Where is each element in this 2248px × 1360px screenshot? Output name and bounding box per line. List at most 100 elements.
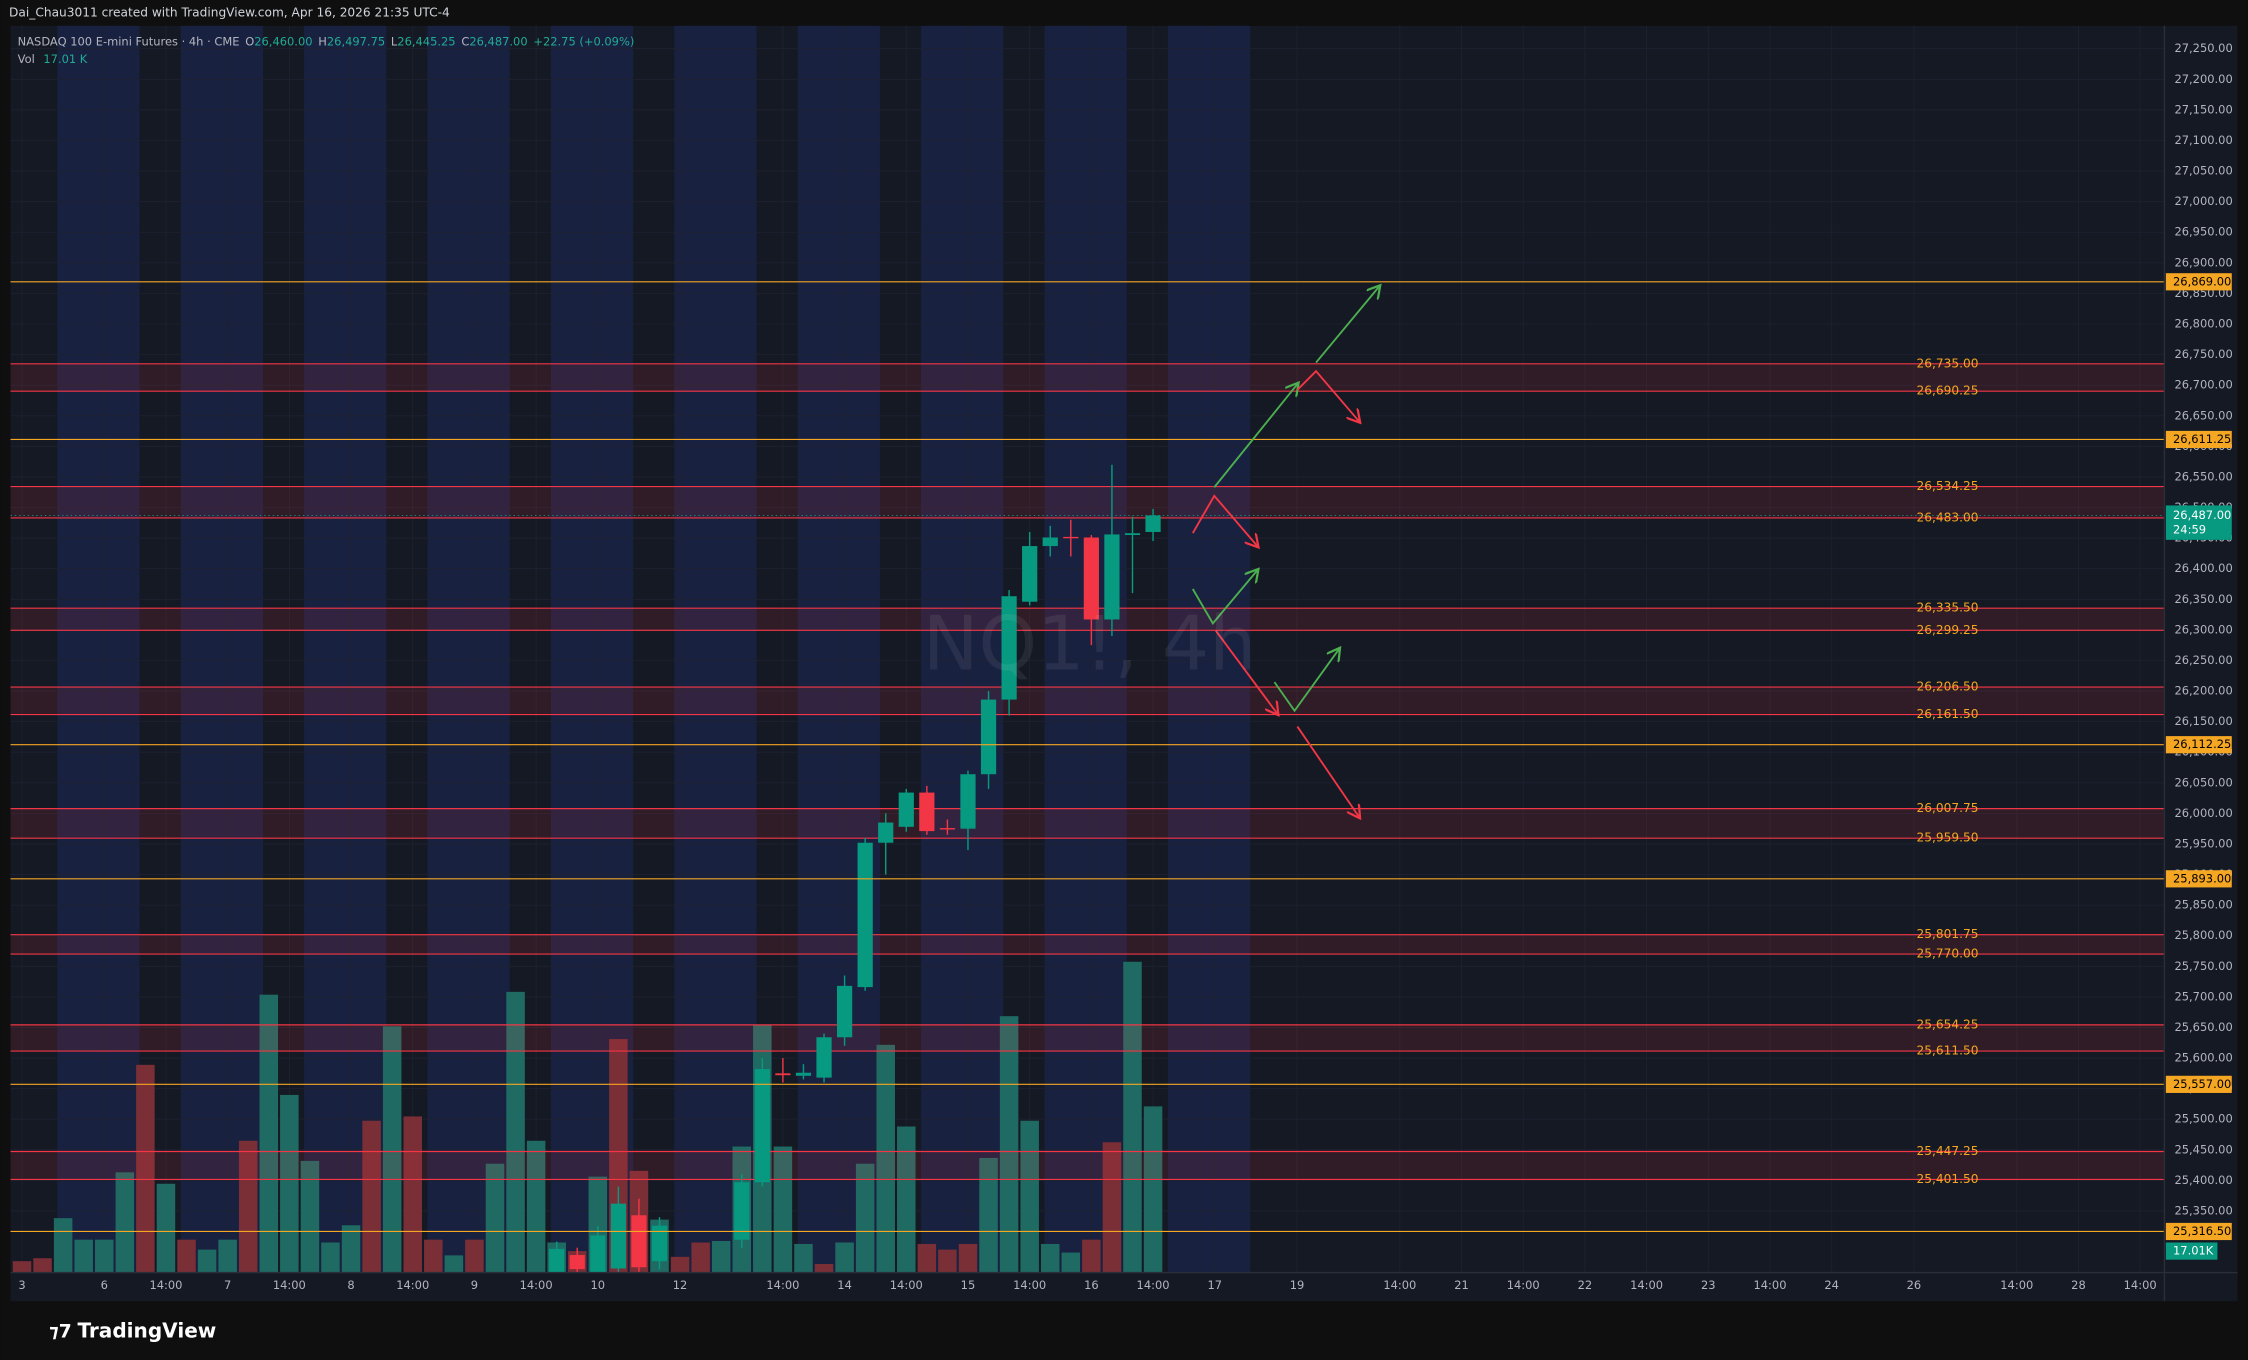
candle-body [590, 1235, 606, 1273]
y-tick-label: 25,450.00 [2174, 1142, 2232, 1156]
volume-bar [115, 1172, 135, 1273]
volume-axis-label: 17.01K [2173, 1244, 2214, 1258]
volume-bar [300, 1160, 320, 1273]
level-tag [2165, 430, 2232, 449]
candle-body [878, 822, 894, 843]
x-tick-label: 14:00 [1753, 1278, 1786, 1292]
x-tick-label: 24 [1824, 1278, 1839, 1292]
volume-bar [259, 994, 279, 1273]
x-tick-label: 3 [18, 1278, 25, 1292]
x-tick-label: 14:00 [1137, 1278, 1170, 1292]
session-band [674, 25, 757, 1273]
session-band [1044, 25, 1127, 1273]
zone-label: 25,770.00 [1916, 947, 1978, 961]
label: Vol [18, 51, 35, 65]
value: 26,497.75 [327, 34, 385, 48]
session-bands [57, 25, 1251, 1273]
candle-body [1001, 596, 1017, 700]
level-tag [2165, 1222, 2232, 1241]
level-tag [2165, 870, 2232, 888]
volume-bar [1143, 1106, 1163, 1273]
x-tick-label: 22 [1578, 1278, 1593, 1292]
x-tick-label: 10 [591, 1278, 606, 1292]
volume-bar [691, 1242, 710, 1273]
candle-body [836, 985, 853, 1038]
y-tick-label: 26,250.00 [2174, 653, 2232, 667]
x-tick-label: 14:00 [1383, 1278, 1416, 1292]
y-tick-label: 26,950.00 [2174, 225, 2232, 239]
volume-bar [526, 1140, 546, 1273]
x-tick-label: 14:00 [1013, 1278, 1046, 1292]
y-tick-label: 27,200.00 [2174, 72, 2232, 86]
y-tick-label: 25,700.00 [2174, 989, 2232, 1003]
arrow [1296, 369, 1359, 421]
volume-bar [814, 1263, 834, 1273]
y-tick-label: 25,950.00 [2174, 836, 2232, 850]
arrow [1191, 494, 1257, 546]
candle-body [980, 699, 997, 775]
plot [10, 363, 2165, 1273]
volume-bar [156, 1183, 176, 1273]
volume-bar [794, 1243, 813, 1273]
watermark: NQ1!, 4h [923, 601, 1257, 688]
last-price-label: 26,487.00 [2173, 508, 2231, 522]
volume-bar [321, 1242, 340, 1273]
y-tick-label: 26,550.00 [2174, 469, 2232, 483]
level-label: 25,893.00 [2173, 871, 2231, 885]
zone [10, 934, 2165, 955]
zone-label: 26,534.25 [1916, 479, 1978, 493]
candle-body [960, 774, 976, 829]
zone-label: 25,959.50 [1916, 831, 1978, 845]
level-tag [2165, 273, 2232, 291]
y-tick-label: 26,350.00 [2174, 592, 2232, 606]
x-tick-label: 14:00 [2124, 1278, 2157, 1292]
y-tick-label: 26,900.00 [2174, 255, 2232, 269]
volume-bar [506, 991, 525, 1273]
value: 26,445.25 [397, 34, 455, 48]
candle-body [631, 1215, 647, 1268]
y-tick-label: 26,300.00 [2174, 622, 2232, 636]
level-label: 26,112.25 [2173, 737, 2231, 751]
y-tick-label: 25,350.00 [2174, 1203, 2232, 1217]
candle-body [569, 1255, 585, 1270]
volume-bar [280, 1094, 299, 1273]
zone [10, 808, 2165, 839]
zone-label: 25,611.50 [1916, 1044, 1978, 1058]
candle-body [857, 842, 873, 988]
volume-bar [1102, 1142, 1122, 1273]
zone-label: 26,690.25 [1916, 384, 1978, 398]
zone-label: 25,801.75 [1916, 927, 1978, 941]
y-tick-label: 25,500.00 [2174, 1112, 2232, 1126]
volume-bar [711, 1241, 731, 1273]
y-tick-label: 27,250.00 [2174, 41, 2232, 55]
x-tick-label: 14:00 [1630, 1278, 1663, 1292]
last-price-tag [2165, 505, 2232, 540]
candle-body [1063, 536, 1079, 539]
x-tick-label: 8 [347, 1278, 354, 1292]
candle-body [610, 1203, 626, 1269]
x-tick-label: 6 [101, 1278, 108, 1292]
candle-body [1022, 546, 1038, 602]
candle-body [734, 1182, 750, 1240]
zone-label: 26,206.50 [1916, 680, 1978, 694]
level-label: 25,316.50 [2173, 1224, 2231, 1238]
session-band [921, 25, 1004, 1273]
candle-body [919, 792, 935, 832]
zone [10, 486, 2165, 518]
zone-label: 26,335.50 [1916, 601, 1978, 615]
candle-body [651, 1225, 668, 1262]
y-tick-label: 26,700.00 [2174, 378, 2232, 392]
session-band [180, 25, 263, 1273]
candle-body [898, 792, 914, 827]
session-band [797, 25, 880, 1273]
volume-bar [12, 1261, 32, 1273]
value: 26,460.00 [254, 34, 312, 48]
volume-bar [362, 1120, 381, 1273]
x-tick-label: 14:00 [890, 1278, 923, 1292]
legend: NASDAQ 100 E-mini Futures · 4h · CME O26,… [18, 34, 635, 65]
candle-body [939, 828, 956, 830]
volume-bar [1061, 1252, 1081, 1273]
candle-body [1083, 537, 1099, 620]
x-tick-label: 9 [471, 1278, 478, 1292]
zone-label: 26,007.75 [1916, 801, 1978, 815]
